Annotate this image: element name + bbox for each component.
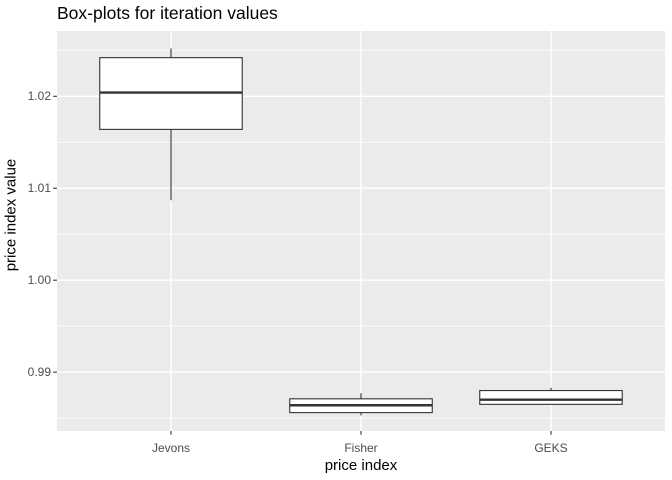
x-tick-label: GEKS [534,441,568,455]
y-tick-label: 0.99 [27,365,51,380]
x-tick-label: Jevons [151,441,191,455]
chart-title: Box-plots for iteration values [57,3,278,23]
x-axis-title: price index [324,457,398,474]
x-tick-label: Fisher [344,441,378,455]
box-geks [479,389,623,405]
y-axis-title: price index value [2,158,20,272]
y-tick-label: 1.01 [27,181,51,196]
y-tick-label: 1.02 [27,89,51,104]
y-tick-label: 1.00 [27,273,51,288]
